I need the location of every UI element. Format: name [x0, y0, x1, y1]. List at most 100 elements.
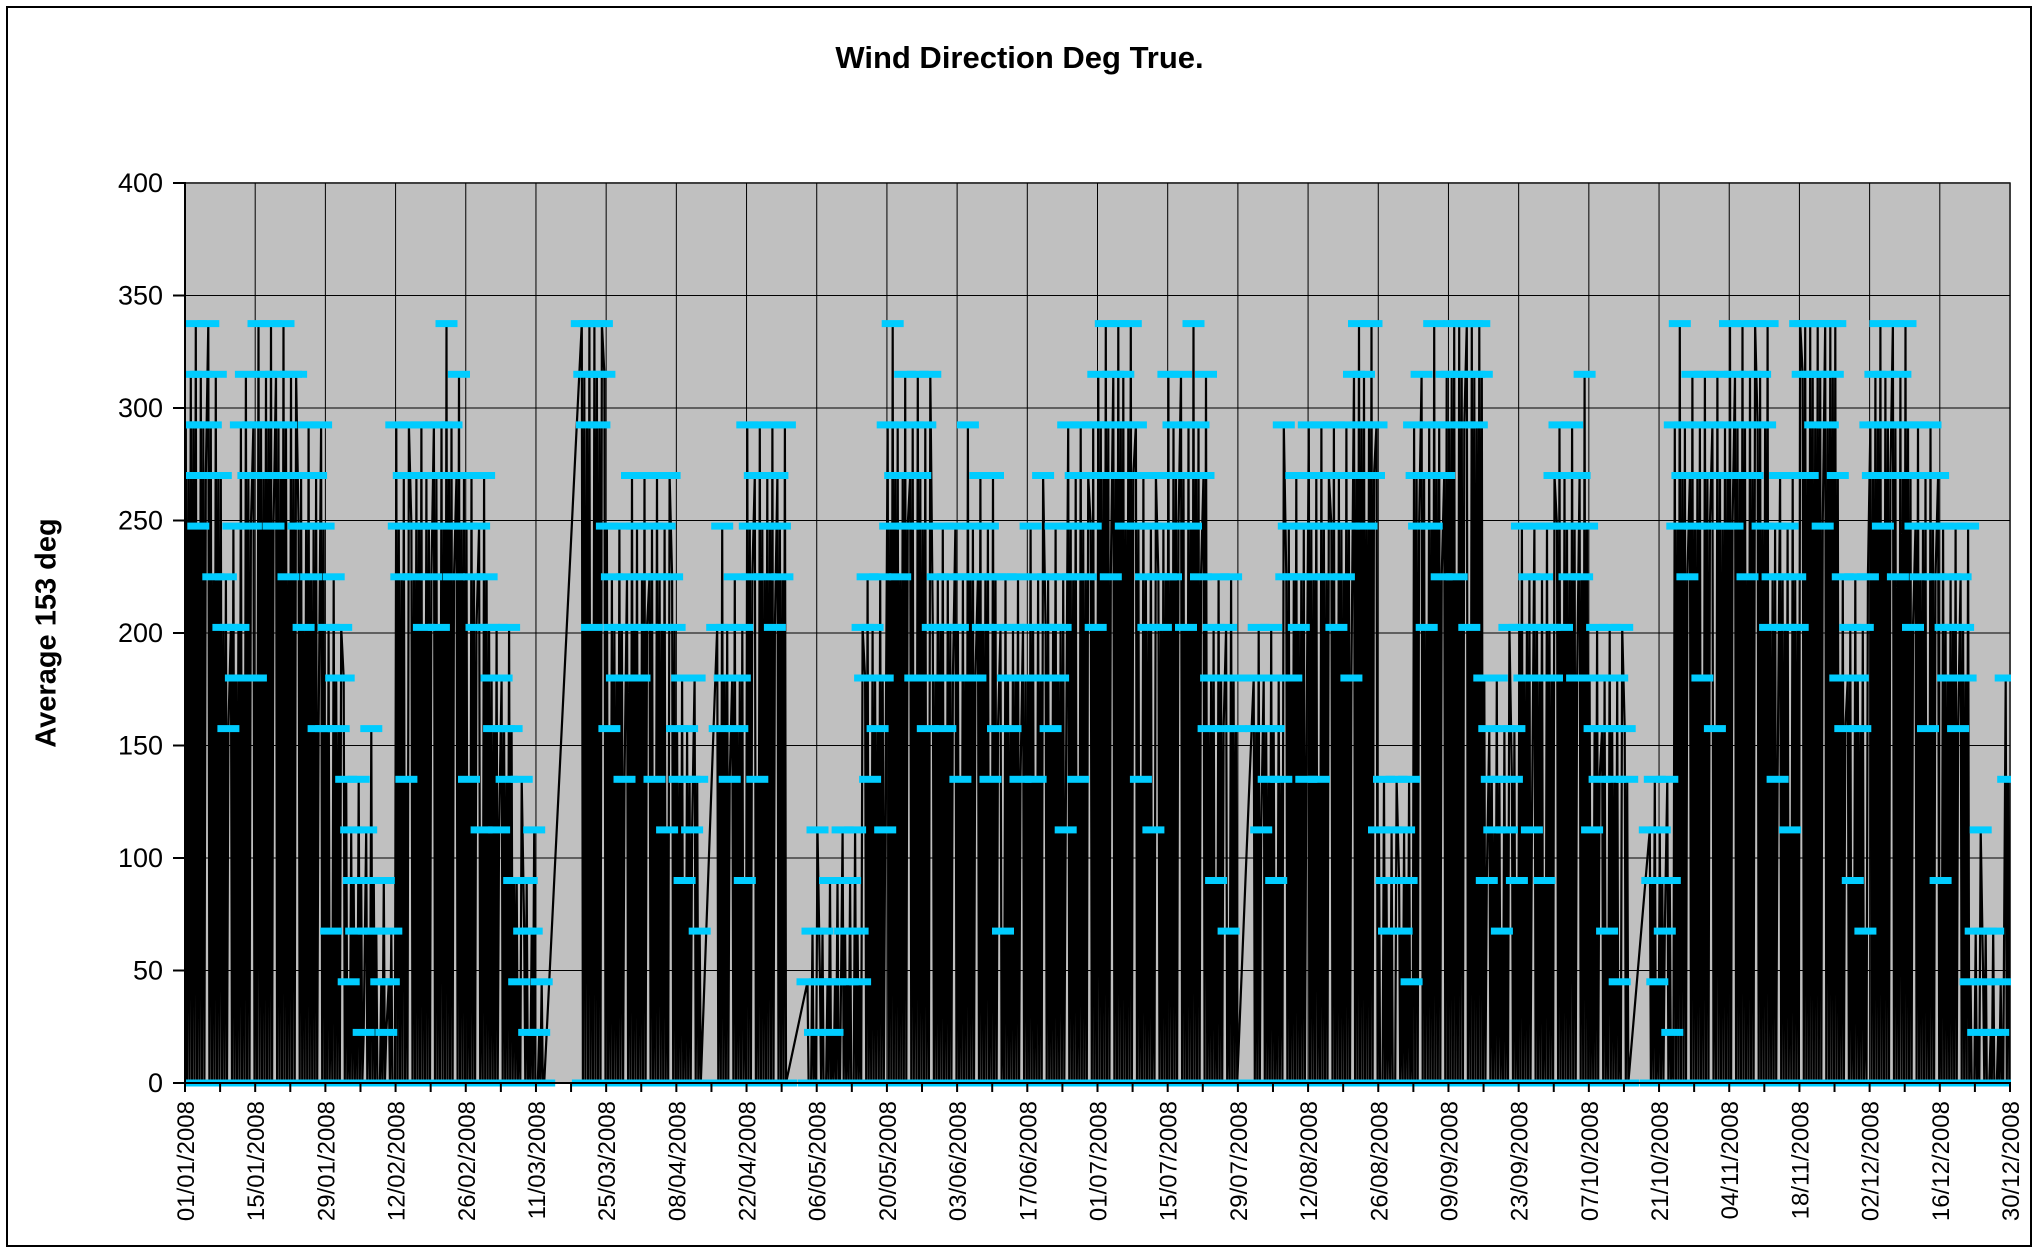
point-marker	[1495, 826, 1518, 834]
point-marker	[1578, 674, 1601, 682]
point-marker	[1430, 573, 1453, 581]
point-marker	[661, 573, 684, 581]
point-marker	[1094, 320, 1117, 328]
point-marker	[1069, 421, 1092, 429]
point-marker	[593, 370, 616, 378]
point-marker	[265, 370, 287, 378]
point-marker	[869, 573, 892, 581]
point-marker	[1744, 320, 1767, 328]
axes	[173, 182, 2011, 1092]
point-marker	[796, 978, 819, 986]
point-marker	[1195, 370, 1217, 378]
point-marker	[987, 725, 1009, 733]
point-marker	[412, 623, 435, 631]
point-marker	[1373, 775, 1395, 783]
x-tick-label: 03/06/2008	[945, 1101, 972, 1221]
point-marker	[1997, 775, 2011, 783]
point-marker	[204, 370, 227, 378]
point-marker	[1919, 421, 1942, 429]
point-marker	[711, 522, 734, 530]
point-marker	[1398, 775, 1421, 783]
point-marker	[197, 320, 220, 328]
point-marker	[676, 725, 699, 733]
point-marker	[726, 725, 749, 733]
point-marker	[1353, 370, 1375, 378]
point-marker	[1696, 472, 1719, 479]
x-tick-label: 16/12/2008	[1928, 1101, 1955, 1221]
point-marker	[911, 522, 934, 530]
point-marker	[628, 674, 651, 682]
x-tick-label: 17/06/2008	[1015, 1101, 1042, 1221]
point-marker	[229, 421, 252, 429]
point-marker	[859, 775, 882, 783]
point-marker	[385, 421, 408, 429]
point-marker	[1754, 421, 1777, 429]
point-marker	[277, 573, 300, 581]
point-marker	[435, 320, 458, 328]
point-marker	[1408, 522, 1431, 530]
y-tick-label: 150	[118, 731, 163, 761]
x-tick-label: 06/05/2008	[805, 1101, 832, 1221]
point-marker	[1182, 320, 1205, 328]
point-marker	[470, 826, 493, 834]
point-marker	[1809, 370, 1832, 378]
point-marker	[425, 472, 448, 479]
point-marker	[1250, 826, 1273, 834]
point-marker	[681, 826, 704, 834]
point-marker	[673, 877, 696, 884]
point-marker	[924, 674, 947, 682]
point-marker	[906, 370, 929, 378]
x-tick-label: 09/09/2008	[1437, 1101, 1464, 1221]
point-marker	[771, 573, 794, 581]
point-marker	[1363, 472, 1385, 479]
point-marker	[1310, 421, 1333, 429]
point-marker	[1017, 674, 1040, 682]
x-tick-label: 12/02/2008	[384, 1101, 411, 1221]
point-marker	[969, 472, 992, 479]
point-marker	[1149, 623, 1172, 631]
point-marker	[1029, 674, 1052, 682]
point-marker	[270, 472, 292, 479]
point-marker	[1019, 522, 1042, 530]
point-marker	[1947, 725, 1970, 733]
point-marker	[976, 522, 999, 530]
point-marker	[1348, 320, 1370, 328]
point-marker	[1385, 775, 1408, 783]
point-marker	[1816, 421, 1839, 429]
point-marker	[468, 522, 491, 530]
point-marker	[1079, 522, 1102, 530]
point-marker	[330, 623, 353, 631]
point-marker	[1526, 623, 1548, 631]
point-marker	[1465, 421, 1488, 429]
point-marker	[1365, 421, 1388, 429]
point-marker	[723, 573, 746, 581]
point-marker	[1839, 623, 1862, 631]
point-marker	[1077, 472, 1100, 479]
point-marker	[1917, 725, 1939, 733]
point-marker	[1450, 370, 1473, 378]
point-marker	[1210, 674, 1233, 682]
point-marker	[773, 421, 796, 429]
point-marker	[320, 927, 343, 935]
point-marker	[427, 623, 450, 631]
point-marker	[1531, 573, 1553, 581]
point-marker	[1937, 674, 1960, 682]
point-marker	[748, 421, 771, 429]
point-marker	[355, 826, 378, 834]
point-marker	[1413, 472, 1436, 479]
point-marker	[515, 877, 538, 884]
point-marker	[260, 320, 282, 328]
point-marker	[1721, 522, 1744, 530]
point-marker	[262, 522, 285, 530]
point-marker	[651, 623, 674, 631]
x-tick-label: 15/01/2008	[243, 1101, 270, 1221]
point-marker	[1856, 573, 1879, 581]
point-marker	[1719, 320, 1741, 328]
point-marker	[1681, 370, 1704, 378]
point-marker	[1558, 573, 1581, 581]
point-marker	[1222, 674, 1245, 682]
point-marker	[821, 1028, 844, 1036]
series-wind-direction	[184, 320, 2011, 1087]
point-marker	[1771, 573, 1794, 581]
point-marker	[365, 927, 388, 935]
